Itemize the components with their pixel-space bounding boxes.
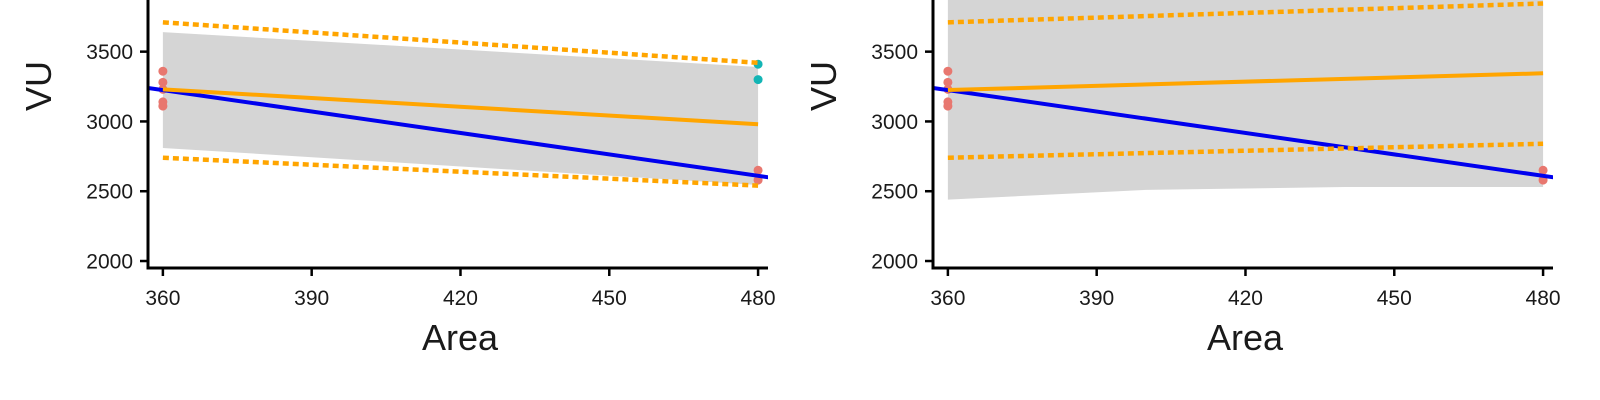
y-tick-label: 2500 <box>871 181 918 204</box>
data-point-1 <box>943 66 953 76</box>
x-tick-label: 360 <box>930 287 965 310</box>
x-tick-label: 420 <box>443 287 478 310</box>
y-tick-label: 3000 <box>86 111 133 134</box>
x-tick-label: 480 <box>1526 287 1561 310</box>
data-point-8 <box>753 165 763 175</box>
x-tick-label: 390 <box>1079 287 1114 310</box>
data-point-2 <box>943 77 953 87</box>
y-axis-title: VU <box>18 61 59 111</box>
data-point-1 <box>158 66 168 76</box>
x-tick-label: 360 <box>145 287 180 310</box>
x-axis-title: Area <box>422 317 499 358</box>
y-tick-label: 2000 <box>86 251 133 274</box>
y-tick-label: 2500 <box>86 181 133 204</box>
fit-line-2 <box>947 71 1544 93</box>
data-point-6 <box>1538 165 1548 175</box>
chart-panel-2: 360 390 420 450 480 2000 2500 3000 3500 Area VU <box>803 0 1561 358</box>
y-tick-label: 2000 <box>871 251 918 274</box>
fit-line-1 <box>148 85 768 180</box>
x-tick-label: 420 <box>1228 287 1263 310</box>
data-point-7 <box>753 75 763 85</box>
y-axis-title: VU <box>803 61 844 111</box>
data-point-5 <box>943 101 953 111</box>
y-tick-label: 3000 <box>871 111 918 134</box>
data-point-2 <box>158 77 168 87</box>
x-tick-label: 450 <box>1377 287 1412 310</box>
y-tick-label: 3500 <box>871 41 918 64</box>
confidence-band <box>947 0 1544 200</box>
plot-area <box>933 0 1553 200</box>
chart-panel-1: 360 390 420 450 480 2000 2500 3000 3500 Area VU <box>18 0 776 358</box>
data-point-5 <box>158 101 168 111</box>
x-axis-title: Area <box>1207 317 1284 358</box>
fit-line-2 <box>162 87 759 127</box>
x-tick-label: 450 <box>592 287 627 310</box>
x-tick-label: 480 <box>741 287 776 310</box>
fit-line-1 <box>933 85 1553 180</box>
y-tick-label: 3500 <box>86 41 133 64</box>
plot-area <box>148 20 768 188</box>
x-tick-label: 390 <box>294 287 329 310</box>
